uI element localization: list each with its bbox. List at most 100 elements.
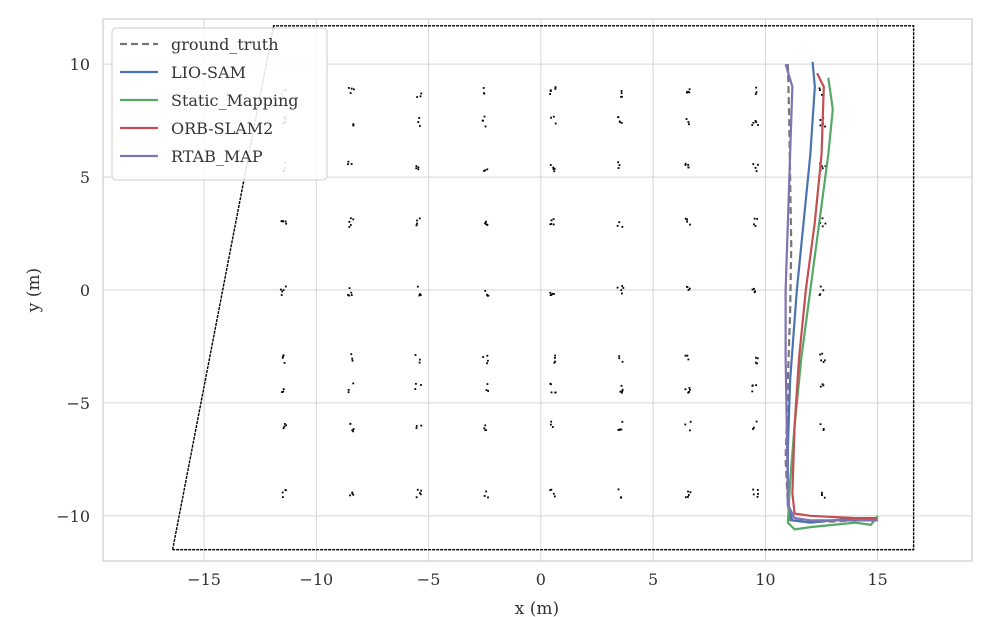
map-point xyxy=(420,489,423,492)
y-tick-label: −5 xyxy=(66,394,90,413)
map-point xyxy=(756,362,758,365)
map-point xyxy=(621,360,624,363)
map-point xyxy=(552,223,555,226)
map-point xyxy=(484,222,487,225)
x-tick-label: 15 xyxy=(868,570,888,589)
y-tick-labels: −10 −5 0 5 10 xyxy=(56,55,90,526)
map-point xyxy=(754,225,757,227)
map-point xyxy=(687,121,690,123)
x-tick-labels: −15 −10 −5 0 5 10 15 xyxy=(187,570,888,589)
map-point xyxy=(281,496,284,498)
map-point xyxy=(280,294,283,296)
map-point xyxy=(549,291,552,294)
map-point xyxy=(684,496,687,499)
map-point xyxy=(486,354,489,357)
x-tick-label: −5 xyxy=(417,570,441,589)
map-point xyxy=(551,426,554,428)
series-lines xyxy=(784,61,879,531)
map-point xyxy=(352,124,355,127)
map-point xyxy=(282,355,284,358)
map-point xyxy=(688,91,691,94)
map-point xyxy=(281,491,284,494)
map-point xyxy=(824,125,826,128)
map-point xyxy=(688,287,691,290)
map-point xyxy=(618,357,621,360)
map-point xyxy=(483,495,486,497)
map-point xyxy=(418,358,421,361)
map-point xyxy=(351,359,354,362)
map-point xyxy=(350,353,353,356)
map-point xyxy=(285,424,288,427)
map-point xyxy=(549,382,552,385)
map-point xyxy=(755,121,758,124)
map-point xyxy=(416,219,418,222)
map-point xyxy=(822,361,825,363)
map-point xyxy=(487,359,489,362)
map-point xyxy=(284,220,287,223)
map-point xyxy=(622,287,625,289)
map-point xyxy=(621,420,624,423)
map-point xyxy=(821,217,824,220)
map-point xyxy=(420,92,423,95)
map-point xyxy=(618,355,621,358)
map-point xyxy=(549,223,552,226)
map-point xyxy=(686,285,689,288)
map-point xyxy=(621,225,624,228)
map-point xyxy=(553,495,556,498)
map-point xyxy=(554,356,556,359)
map-point xyxy=(554,354,557,357)
map-point xyxy=(754,290,757,293)
map-point xyxy=(419,294,422,296)
map-point xyxy=(819,285,822,288)
map-point xyxy=(755,420,758,423)
map-point xyxy=(550,223,553,225)
x-tick-label: 5 xyxy=(648,570,658,589)
map-point xyxy=(688,387,691,389)
map-point xyxy=(618,221,621,224)
map-point xyxy=(688,391,691,393)
map-point xyxy=(621,388,624,391)
occupancy-map xyxy=(171,25,915,551)
map-point xyxy=(823,496,826,499)
map-point xyxy=(419,492,421,495)
map-point xyxy=(347,163,349,166)
map-point xyxy=(754,361,757,364)
legend-box xyxy=(111,27,328,181)
map-point xyxy=(820,359,823,362)
legend-label: ground_truth xyxy=(171,35,279,54)
y-tick-label: 5 xyxy=(80,168,90,187)
map-point xyxy=(687,490,689,493)
map-point xyxy=(281,356,284,359)
map-point xyxy=(688,88,691,91)
map-point xyxy=(686,218,689,221)
map-point xyxy=(349,217,352,220)
map-point xyxy=(549,90,552,93)
map-point xyxy=(752,488,755,491)
map-point xyxy=(485,389,488,392)
map-point xyxy=(754,167,757,169)
map-point xyxy=(485,490,488,493)
map-point xyxy=(485,429,487,432)
map-point xyxy=(757,124,759,126)
map-point xyxy=(484,289,487,292)
map-point xyxy=(819,124,822,127)
map-point xyxy=(752,163,755,166)
map-point xyxy=(821,352,824,355)
map-point xyxy=(757,163,759,166)
map-point xyxy=(621,391,623,394)
map-point xyxy=(484,125,487,128)
map-point xyxy=(348,294,350,297)
map-point xyxy=(554,87,557,90)
map-point xyxy=(688,429,691,432)
map-point xyxy=(352,88,355,91)
map-point xyxy=(279,288,282,291)
map-point xyxy=(352,382,355,385)
map-point xyxy=(617,161,620,164)
map-point xyxy=(755,170,758,172)
map-point xyxy=(822,384,825,387)
map-point xyxy=(549,93,552,95)
map-point xyxy=(483,427,486,430)
map-point xyxy=(689,223,691,226)
map-point xyxy=(549,423,552,426)
